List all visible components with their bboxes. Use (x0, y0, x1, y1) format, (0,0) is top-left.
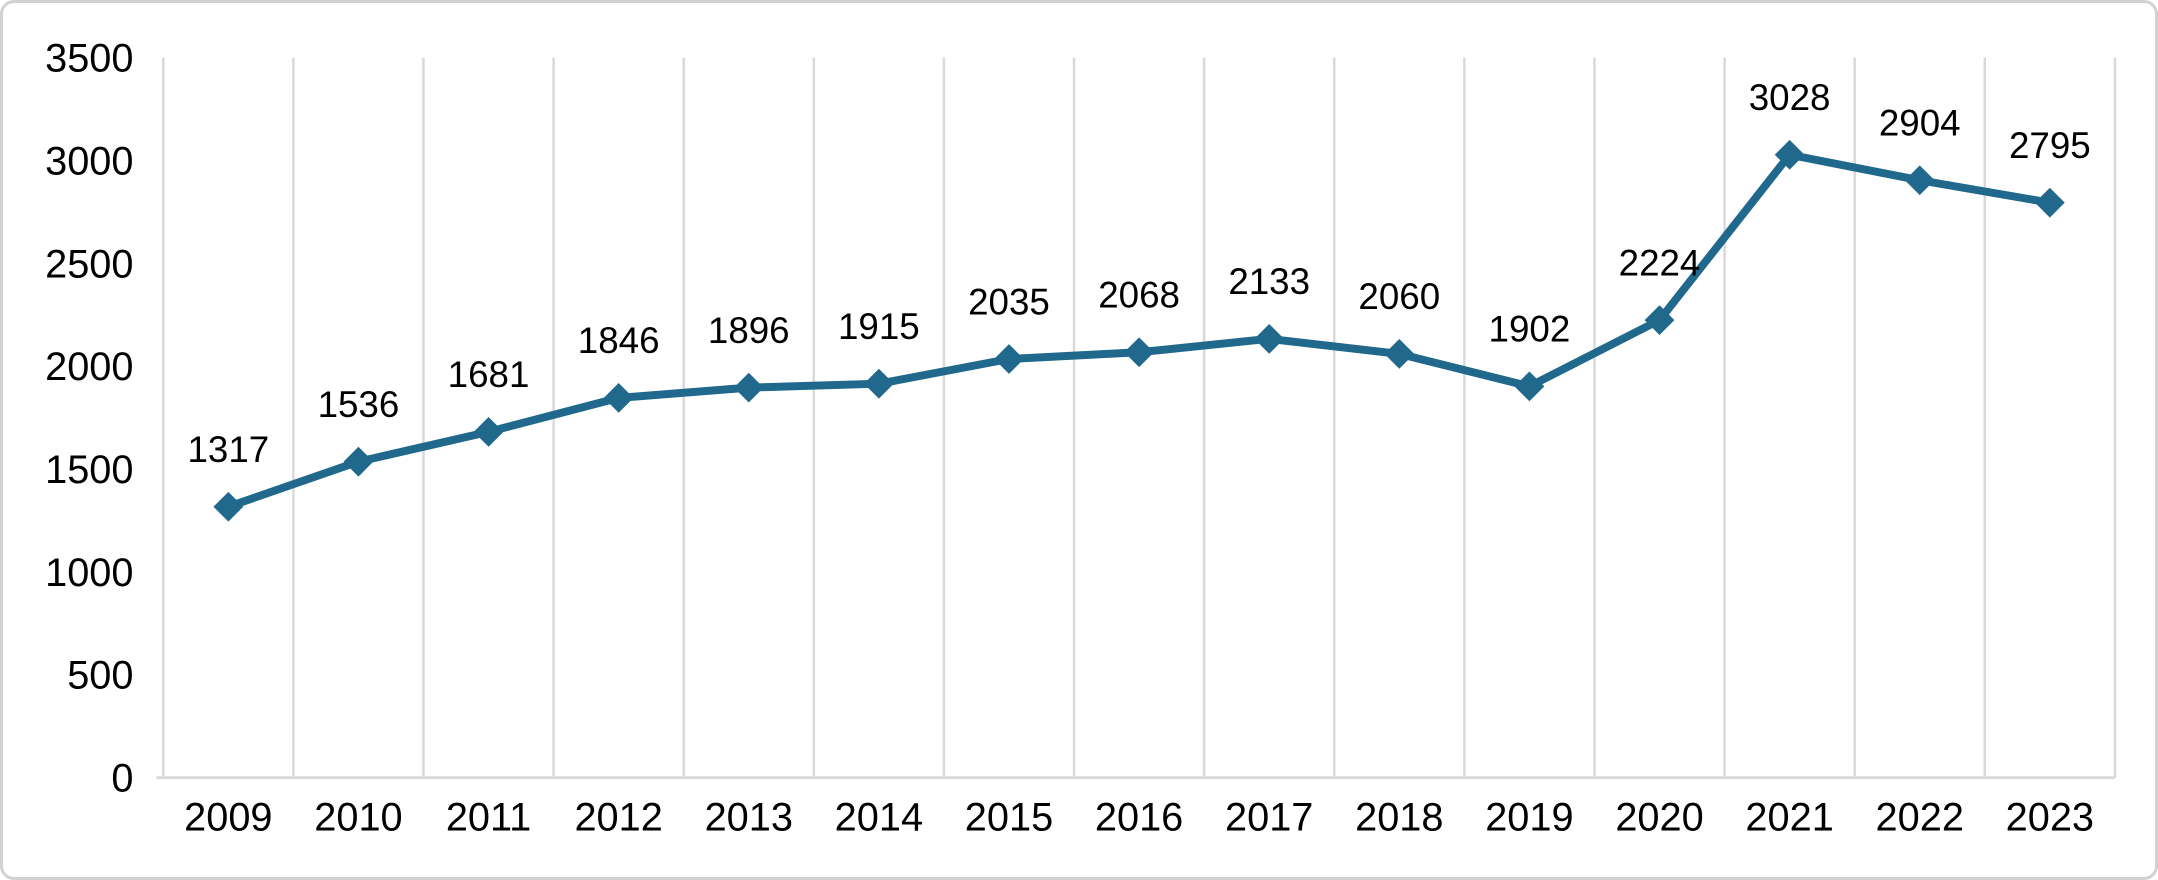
data-label: 1846 (578, 320, 660, 361)
x-tick-label: 2013 (705, 795, 793, 839)
data-label: 2224 (1619, 242, 1701, 283)
data-label: 1902 (1489, 309, 1571, 350)
y-tick-label: 2000 (45, 345, 133, 389)
diamond-marker (1644, 305, 1675, 336)
x-tick-label: 2011 (446, 795, 531, 839)
y-tick-label: 3500 (45, 37, 133, 81)
x-tick-label: 2009 (184, 795, 272, 839)
data-label: 1681 (448, 354, 530, 395)
series-line (224, 150, 2054, 511)
data-label: 3028 (1749, 77, 1831, 118)
data-label: 2795 (2009, 125, 2091, 166)
diamond-marker (1774, 139, 1805, 170)
data-label: 2904 (1879, 103, 1961, 144)
y-tick-label: 1000 (45, 551, 133, 595)
gridlines-group (162, 57, 2117, 778)
x-tick-label: 2016 (1095, 795, 1183, 839)
y-axis-tick-labels: 0 500 1000 1500 2000 2500 3000 3500 (45, 37, 133, 801)
x-tick-label: 2015 (965, 795, 1053, 839)
marker-group (213, 139, 2065, 522)
data-label: 1536 (318, 384, 400, 425)
x-tick-label: 2017 (1225, 795, 1313, 839)
diamond-marker (473, 416, 504, 447)
line-series-group (224, 150, 2054, 511)
diamond-marker (213, 491, 244, 522)
data-label: 1317 (187, 429, 269, 470)
diamond-marker (863, 368, 894, 399)
x-tick-label: 2021 (1745, 795, 1833, 839)
x-tick-label: 2023 (2006, 795, 2094, 839)
data-label: 2068 (1098, 275, 1180, 316)
data-label: 1896 (708, 310, 790, 351)
line-chart-svg: 0 500 1000 1500 2000 2500 3000 3500 2009 2010 201… (45, 37, 2117, 839)
x-tick-label: 2020 (1615, 795, 1703, 839)
y-tick-label: 3000 (45, 139, 133, 183)
data-label-group: 1317 1536 1681 1846 1896 1915 2035 2068 2133 2060… (187, 77, 2090, 470)
diamond-marker (2034, 187, 2065, 218)
y-tick-label: 2500 (45, 242, 133, 286)
x-tick-label: 2019 (1485, 795, 1573, 839)
data-label: 2133 (1228, 261, 1310, 302)
x-tick-label: 2014 (835, 795, 923, 839)
x-tick-label: 2010 (314, 795, 402, 839)
diamond-marker (1514, 371, 1545, 402)
data-label: 2035 (968, 281, 1050, 322)
diamond-marker (1384, 338, 1415, 369)
y-tick-label: 500 (67, 654, 133, 698)
diamond-marker (343, 446, 374, 477)
diamond-marker (1254, 323, 1285, 354)
diamond-marker (733, 372, 764, 403)
diamond-marker (1904, 165, 1935, 196)
data-label: 1915 (838, 306, 920, 347)
diamond-marker (1124, 337, 1154, 368)
x-axis-tick-labels: 2009 2010 2011 2012 2013 2014 2015 2016 2017 2018… (184, 795, 2094, 839)
diamond-marker (994, 344, 1024, 374)
x-tick-label: 2018 (1355, 795, 1443, 839)
y-tick-label: 1500 (45, 448, 133, 492)
x-tick-label: 2022 (1876, 795, 1964, 839)
x-tick-label: 2012 (574, 795, 662, 839)
data-label: 2060 (1358, 276, 1440, 317)
diamond-marker (603, 383, 634, 413)
y-tick-label: 0 (111, 757, 133, 801)
